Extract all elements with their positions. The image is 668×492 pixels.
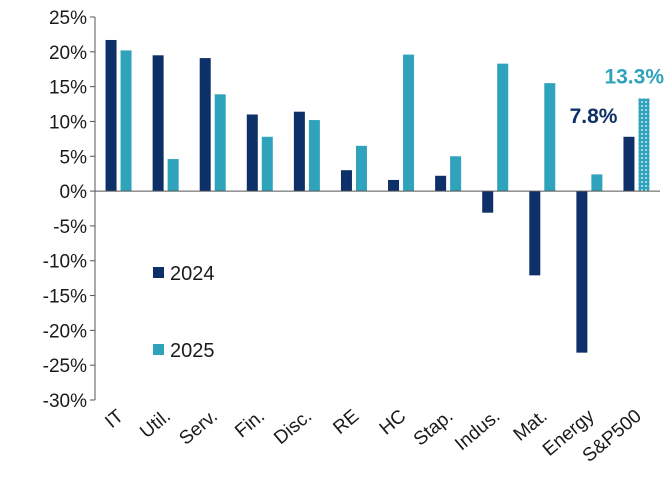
y-tick-label: 0% [60,182,88,203]
bar-2025-stap [450,156,462,192]
x-tick-label: HC [376,406,411,440]
x-tick-label: Serv. [176,406,222,450]
bar-2025-mat [544,83,556,192]
legend-swatch-2024 [153,267,164,278]
x-tick-label: IT [101,405,128,432]
y-tick-label: -20% [43,321,87,342]
bar-2025-util [167,159,179,192]
legend-label-2025: 2025 [170,340,215,362]
bar-2024-serv [199,58,211,192]
y-tick-label: -15% [43,287,87,308]
x-tick-label: Fin. [231,406,269,442]
y-tick-label: 15% [49,78,87,99]
bar-2024-util [152,55,164,192]
x-tick-label: Disc. [270,406,316,449]
x-tick-label: Indus. [451,406,504,455]
y-axis-ticks: 25% 20% 15% 10% 5% 0% -5% -10% -15% -20% -25% -30% [43,8,95,412]
bar-2025-re [355,145,367,192]
legend-swatch-2025 [153,344,164,355]
bar-2024-hc [388,179,400,192]
bar-2024-it [105,39,117,192]
annotation-label: 13.3% [604,65,664,88]
y-tick-label: -25% [43,356,87,377]
legend: 2024 2025 [153,263,215,362]
bars-group [105,39,650,353]
x-tick-label: RE [329,406,363,439]
y-tick-label: -5% [53,217,87,238]
y-tick-label: -30% [43,391,87,412]
bar-2025-it [120,50,132,192]
x-tick-label: Util. [136,406,175,443]
y-tick-label: -10% [43,252,87,273]
bar-2024-stap [435,175,447,192]
bar-2024-fin [246,114,258,192]
annotations: 13.3% 7.8% [570,65,665,127]
bar-2024-energy [576,191,588,353]
y-tick-label: 25% [49,8,87,29]
bar-2024-mat [529,191,541,276]
bar-2025-indus [497,63,509,192]
annotation-label: 7.8% [570,105,618,128]
bar-2024-indus [482,191,494,213]
bar-2025-hc [403,54,415,192]
bar-2024-re [340,170,352,192]
x-tick-label: Stap. [410,406,457,451]
x-axis-ticks: IT Util. Serv. Fin. Disc. RE HC Stap.Indus. Mat.… [101,405,645,466]
bar-2024-sp500 [623,136,635,192]
bar-2025-energy [591,174,603,192]
y-tick-label: 20% [49,43,87,64]
bar-2025-fin [261,136,273,192]
bar-2025-disc [308,120,320,192]
bar-2025-sp500 [638,98,650,192]
legend-label-2024: 2024 [170,263,215,285]
bar-2025-serv [214,94,226,192]
y-tick-label: 5% [60,147,88,168]
bar-2024-disc [293,111,305,192]
y-tick-label: 10% [49,112,87,133]
